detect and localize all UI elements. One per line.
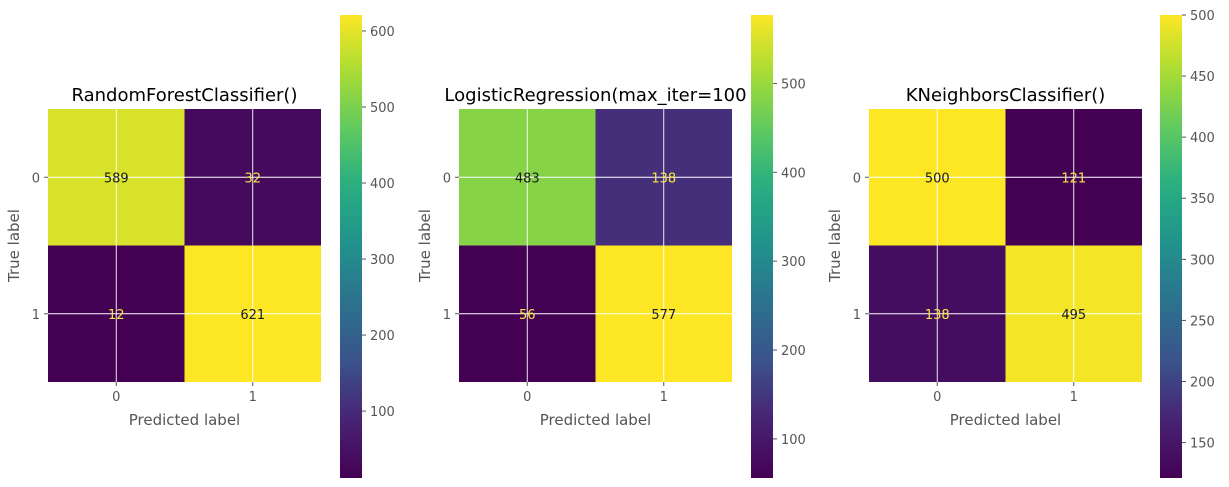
cell-value-label: 121 bbox=[1061, 171, 1086, 186]
y-tick-label: 1 bbox=[853, 308, 861, 323]
x-tick-label: 1 bbox=[249, 390, 257, 405]
colorbar-tick-label: 300 bbox=[370, 253, 395, 268]
cell-value-label: 138 bbox=[925, 308, 950, 323]
y-axis-label: True label bbox=[416, 209, 434, 283]
colorbar-tick-label: 300 bbox=[781, 255, 806, 270]
confusion-matrix-panel-1: 589 32 12 621 RandomForestClassifier() 0 1 0 1 Pr… bbox=[5, 15, 395, 478]
y-tick-label: 1 bbox=[32, 308, 40, 323]
cell-value-label: 621 bbox=[240, 308, 265, 323]
colorbar-tick-label: 250 bbox=[1190, 314, 1215, 329]
x-axis-label: Predicted label bbox=[950, 411, 1061, 429]
y-tick-label: 0 bbox=[443, 171, 451, 186]
colorbar-tick-label: 400 bbox=[781, 166, 806, 181]
colorbar-tick-label: 150 bbox=[1190, 437, 1215, 452]
colorbar bbox=[340, 15, 362, 478]
cell-value-label: 32 bbox=[244, 171, 261, 186]
colorbar-overlay bbox=[751, 15, 773, 478]
colorbar-tick-label: 300 bbox=[1190, 253, 1215, 268]
confusion-matrix-panel-3: 500 121 138 495 KNeighborsClassifier() 0 1 0 1 Pr… bbox=[826, 9, 1215, 478]
x-tick-label: 0 bbox=[112, 390, 120, 405]
colorbar-tick-label: 500 bbox=[1190, 9, 1215, 24]
cell-value-label: 495 bbox=[1061, 308, 1086, 323]
y-tick-label: 0 bbox=[853, 171, 861, 186]
colorbar-tick-label: 200 bbox=[1190, 375, 1215, 390]
cell-value-label: 138 bbox=[651, 171, 676, 186]
cell-value-label: 500 bbox=[925, 171, 950, 186]
y-tick-label: 0 bbox=[32, 171, 40, 186]
colorbar-tick-label: 400 bbox=[370, 177, 395, 192]
y-tick-label: 1 bbox=[443, 308, 451, 323]
cell-value-label: 589 bbox=[104, 171, 129, 186]
y-axis-label: True label bbox=[5, 209, 23, 283]
cell-value-label: 12 bbox=[108, 308, 125, 323]
chart-title: KNeighborsClassifier() bbox=[906, 85, 1106, 106]
confusion-matrix-panel-2: 483 138 56 577 LogisticRegression(max_iter=1… bbox=[416, 15, 806, 478]
chart-title: LogisticRegression(max_iter=100 bbox=[444, 85, 746, 106]
x-tick-label: 0 bbox=[933, 390, 941, 405]
cell-value-label: 56 bbox=[519, 308, 536, 323]
colorbar-tick-label: 200 bbox=[781, 344, 806, 359]
colorbar-tick-label: 450 bbox=[1190, 70, 1215, 85]
colorbar-tick-label: 400 bbox=[1190, 131, 1215, 146]
colorbar-tick-label: 100 bbox=[781, 433, 806, 448]
colorbar-tick-label: 100 bbox=[370, 405, 395, 420]
x-tick-label: 0 bbox=[523, 390, 531, 405]
colorbar bbox=[1160, 15, 1182, 478]
colorbar-tick-label: 600 bbox=[370, 25, 395, 40]
x-axis-label: Predicted label bbox=[540, 411, 651, 429]
cell-value-label: 577 bbox=[651, 308, 676, 323]
colorbar-tick-label: 500 bbox=[781, 77, 806, 92]
x-tick-label: 1 bbox=[1070, 390, 1078, 405]
colorbar-tick-label: 500 bbox=[370, 101, 395, 116]
cell-value-label: 483 bbox=[515, 171, 540, 186]
colorbar-tick-label: 200 bbox=[370, 329, 395, 344]
colorbar-tick-label: 350 bbox=[1190, 192, 1215, 207]
x-tick-label: 1 bbox=[660, 390, 668, 405]
chart-title: RandomForestClassifier() bbox=[72, 85, 298, 106]
x-axis-label: Predicted label bbox=[129, 411, 240, 429]
y-axis-label: True label bbox=[826, 209, 844, 283]
